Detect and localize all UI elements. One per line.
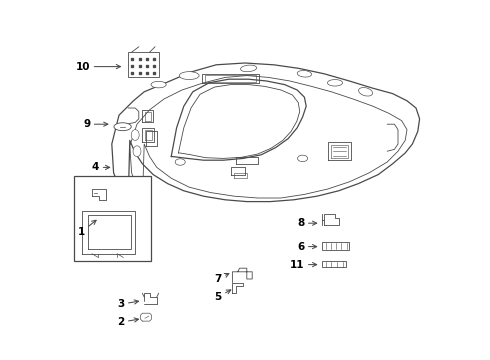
Bar: [322, 242, 349, 250]
Ellipse shape: [133, 146, 141, 157]
Ellipse shape: [114, 123, 131, 131]
Ellipse shape: [241, 65, 257, 72]
Ellipse shape: [151, 81, 166, 88]
Ellipse shape: [297, 155, 308, 162]
Text: 1: 1: [77, 220, 96, 237]
Text: 4: 4: [92, 162, 110, 172]
Ellipse shape: [131, 130, 139, 140]
Text: 6: 6: [297, 242, 317, 252]
Ellipse shape: [327, 80, 343, 86]
Bar: [128, 52, 159, 77]
Text: 9: 9: [83, 119, 108, 129]
Text: 2: 2: [117, 317, 139, 327]
Ellipse shape: [359, 87, 372, 96]
Text: 5: 5: [214, 290, 231, 302]
Bar: [322, 261, 346, 267]
Ellipse shape: [297, 71, 312, 77]
Ellipse shape: [179, 72, 199, 80]
Ellipse shape: [175, 159, 185, 165]
Text: 3: 3: [117, 299, 139, 309]
Text: 10: 10: [75, 62, 121, 72]
Text: 8: 8: [297, 218, 317, 228]
Text: 11: 11: [290, 260, 317, 270]
Text: 7: 7: [214, 274, 229, 284]
Bar: [74, 176, 151, 261]
